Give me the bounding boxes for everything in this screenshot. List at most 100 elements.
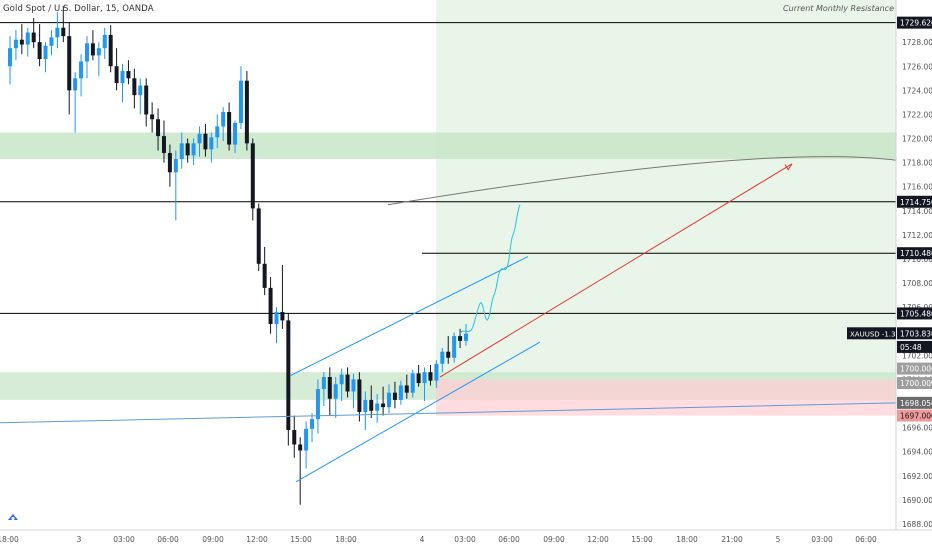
x-tick-label: 15:00 <box>631 535 653 544</box>
y-tick-label: 1724.000 <box>902 86 932 95</box>
y-tick-label: 1702.000 <box>902 351 932 360</box>
blue-support-line <box>0 402 897 424</box>
price-tag[interactable] <box>897 362 932 375</box>
candle <box>315 379 320 434</box>
symbol-badge[interactable] <box>847 327 896 340</box>
candle-body <box>422 372 427 384</box>
price-tag-label: 1700.000 <box>900 379 932 388</box>
x-tick-label: 06:00 <box>157 535 179 544</box>
price-tag[interactable] <box>897 16 932 29</box>
x-tick-label: 03:00 <box>811 535 833 544</box>
candle <box>167 144 172 187</box>
candle-body <box>315 389 320 420</box>
y-tick-label: 1710.000 <box>902 255 932 264</box>
y-tick-label: 1728.000 <box>902 38 932 47</box>
candle-body <box>156 119 161 137</box>
tradingview-logo-icon[interactable] <box>6 510 20 524</box>
price-tag-label: 1705.480 <box>900 309 932 318</box>
price-axis[interactable]: 1688.000 1690.000 1692.000 1694.000 1696.000… <box>847 0 932 550</box>
x-tick-label: 18:00 <box>335 535 357 544</box>
x-tick-label: 5 <box>776 535 781 544</box>
channel-lower <box>295 341 541 483</box>
candle-body <box>233 122 238 145</box>
price-tag[interactable] <box>897 340 932 353</box>
candle <box>392 381 397 409</box>
price-tag-label: 05:48 <box>900 343 922 352</box>
price-tag[interactable] <box>897 195 932 208</box>
candle-body <box>369 399 374 411</box>
x-tick-label: 18:00 <box>676 535 698 544</box>
candle-body <box>221 112 226 127</box>
time-axis[interactable]: 18:00 3 03:00 06:00 09:00 12:00 15:00 18:00 4 03:… <box>0 529 932 550</box>
price-tag[interactable] <box>897 307 932 320</box>
candle <box>191 138 196 166</box>
candle <box>304 421 309 469</box>
candle-body <box>238 80 243 123</box>
candle <box>73 72 78 133</box>
candle-body <box>55 27 60 38</box>
symbol-title: Gold Spot / U.S. Dollar, 15, OANDA <box>3 4 154 14</box>
candle-body <box>268 287 273 325</box>
candle-body <box>392 392 397 400</box>
price-tag-label: 1710.480 <box>900 249 932 258</box>
candle <box>84 36 89 79</box>
candle-body <box>84 43 89 62</box>
price-tag[interactable] <box>897 377 932 390</box>
candle <box>250 138 255 221</box>
candle <box>203 124 208 157</box>
y-tick-label: 1712.000 <box>902 231 932 240</box>
channel-upper <box>289 256 529 377</box>
candle-body <box>132 78 137 96</box>
price-tag[interactable] <box>897 327 932 340</box>
y-tick-label: 1696.000 <box>902 424 932 433</box>
candle <box>138 78 143 115</box>
candle <box>156 108 161 151</box>
x-tick-label: 15:00 <box>290 535 312 544</box>
candle <box>227 102 232 151</box>
candle-body <box>161 136 166 153</box>
price-tag[interactable] <box>897 409 932 422</box>
x-tick-label: 06:00 <box>498 535 520 544</box>
candle-body <box>357 379 362 412</box>
y-tick-label: 1722.000 <box>902 110 932 119</box>
candle-body <box>126 71 131 79</box>
candle <box>244 71 249 151</box>
candle <box>369 385 374 418</box>
candle-body <box>262 263 267 288</box>
candle <box>150 102 155 133</box>
candle-body <box>327 377 332 399</box>
candle <box>185 138 190 163</box>
drawings-layer <box>0 156 897 483</box>
candle <box>79 54 84 97</box>
candle <box>381 386 386 416</box>
candle-body <box>215 126 220 138</box>
candle <box>274 307 279 344</box>
red-arrow-head <box>784 163 793 171</box>
candle <box>458 328 463 349</box>
price-axis-bg <box>896 0 932 550</box>
candle <box>375 393 380 423</box>
candle-body <box>410 373 415 393</box>
candle-body <box>428 372 433 381</box>
candle-body <box>209 137 214 150</box>
candle <box>19 24 24 55</box>
y-tick-label: 1716.000 <box>902 183 932 192</box>
x-tick-label: 03:00 <box>454 535 476 544</box>
candle <box>49 30 54 56</box>
price-tag[interactable] <box>897 396 932 409</box>
candle-body <box>227 112 232 145</box>
candle-body <box>167 152 172 173</box>
candle <box>37 24 42 67</box>
candle <box>345 367 350 398</box>
candle-body <box>458 336 463 341</box>
candle <box>108 25 113 73</box>
candle-body <box>398 385 403 400</box>
candle-body <box>280 311 285 321</box>
candle <box>132 68 137 109</box>
price-tag[interactable] <box>897 247 932 260</box>
candle-body <box>37 42 42 60</box>
candle-body <box>179 143 184 159</box>
candle <box>298 437 303 505</box>
y-tick-label: 1714.000 <box>902 207 932 216</box>
